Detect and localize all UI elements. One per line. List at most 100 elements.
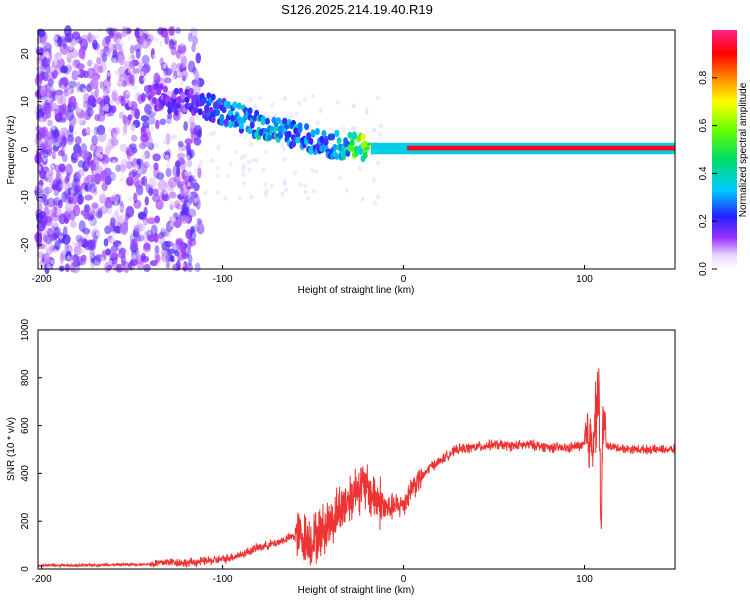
spectrogram-cell bbox=[186, 181, 191, 187]
spectrogram-cell bbox=[148, 177, 157, 189]
spectrogram-cell bbox=[117, 80, 122, 86]
spectrogram-cell bbox=[156, 262, 161, 268]
spectrogram-cell bbox=[57, 195, 62, 201]
spectrogram-cell bbox=[130, 258, 138, 267]
spectrogram-cell bbox=[140, 134, 149, 143]
spectrogram-cell bbox=[378, 123, 383, 129]
spectrogram-cell bbox=[129, 157, 134, 163]
spectrogram-cell bbox=[109, 100, 114, 106]
spectrogram-cell bbox=[152, 54, 157, 60]
spectrogram-cell bbox=[84, 194, 93, 201]
spectrogram-cell bbox=[95, 34, 100, 40]
spectrogram-cell bbox=[131, 124, 136, 130]
spectrogram-cell bbox=[215, 189, 220, 195]
spectrogram-cell bbox=[188, 115, 195, 126]
spectrogram-cell bbox=[260, 118, 266, 126]
spectrogram-cell bbox=[40, 243, 47, 250]
spectrogram-cell bbox=[107, 239, 112, 245]
spectrogram-cell bbox=[194, 168, 199, 174]
spectrogram-cell bbox=[134, 164, 139, 170]
spectrogram-cell bbox=[64, 184, 69, 190]
spectrogram-cell bbox=[168, 191, 177, 199]
spectrogram-cell bbox=[150, 34, 155, 40]
spectrogram-cell bbox=[195, 52, 202, 64]
spectrogram-cell bbox=[132, 68, 140, 75]
spectrogram-cell bbox=[187, 60, 196, 73]
spectrogram-y-tick-label: -10 bbox=[20, 190, 31, 205]
spectrogram-cell bbox=[84, 185, 89, 192]
spectrogram-y-tick-label: -20 bbox=[20, 237, 31, 252]
spectrogram-cell bbox=[42, 156, 47, 162]
spectrogram-cell bbox=[97, 207, 103, 218]
spectrogram-cell bbox=[303, 189, 308, 195]
spectrogram-cell bbox=[140, 71, 145, 77]
spectrogram-cell bbox=[182, 184, 187, 190]
spectrogram-cell bbox=[113, 27, 119, 36]
spectrogram-cell bbox=[57, 36, 63, 47]
spectrogram-cell bbox=[41, 138, 46, 144]
spectrogram-cell bbox=[340, 153, 346, 161]
spectrogram-cell bbox=[41, 57, 51, 68]
spectrogram-cell bbox=[95, 231, 100, 237]
spectrogram-y-axis-title: Frequency (Hz) bbox=[6, 116, 17, 185]
colorbar-ticks: 0.0 0.2 0.4 0.6 0.8 bbox=[698, 70, 717, 276]
spectrogram-cell bbox=[281, 146, 286, 152]
spectrogram-cell bbox=[294, 111, 299, 117]
spectrogram-cell bbox=[116, 72, 121, 78]
snr-y-tick-label: 600 bbox=[20, 417, 31, 434]
spectrogram-cell bbox=[177, 43, 187, 54]
spectrogram-cell bbox=[150, 126, 155, 132]
spectrogram-cell bbox=[310, 129, 316, 137]
spectrogram-cell bbox=[113, 132, 118, 138]
spectrogram-cell bbox=[336, 137, 342, 145]
spectrogram-cell bbox=[37, 29, 46, 38]
spectrogram-cell bbox=[145, 127, 150, 133]
spectrogram-cell bbox=[99, 81, 105, 90]
spectrogram-cell bbox=[372, 127, 377, 133]
spectrogram-cell bbox=[203, 190, 208, 196]
spectrogram-cell bbox=[112, 159, 117, 165]
spectrogram-cell bbox=[155, 119, 160, 130]
spectrogram-cell bbox=[91, 174, 98, 183]
spectrogram-cell bbox=[142, 231, 149, 243]
spectrogram-cell bbox=[141, 54, 150, 65]
spectrogram-cell bbox=[91, 135, 98, 146]
spectrogram-cell bbox=[247, 107, 253, 115]
spectrogram-cell bbox=[184, 170, 189, 176]
spectrogram-cell bbox=[66, 255, 71, 261]
spectrogram-cell bbox=[58, 163, 66, 173]
spectrogram-cell bbox=[170, 134, 175, 140]
spectrogram-cell bbox=[113, 126, 121, 135]
spectrogram-cell bbox=[159, 118, 167, 126]
spectrogram-cell bbox=[233, 149, 238, 155]
spectrogram-cell bbox=[282, 181, 287, 187]
spectrogram-cell bbox=[131, 265, 136, 271]
spectrogram-cell bbox=[352, 125, 357, 131]
spectrogram-cell bbox=[170, 62, 178, 73]
spectrogram-cell bbox=[103, 90, 108, 96]
spectrogram-cell bbox=[50, 259, 55, 265]
spectrogram-cell bbox=[54, 104, 59, 110]
spectrogram-cell bbox=[173, 175, 181, 183]
spectrogram-cell bbox=[153, 72, 161, 84]
spectrogram-cell bbox=[95, 210, 103, 219]
spectrogram-cell bbox=[108, 40, 113, 46]
spectrogram-cell bbox=[135, 72, 140, 78]
spectrogram-cell bbox=[210, 93, 216, 101]
spectrogram-cell bbox=[158, 83, 164, 91]
spectrogram-cell bbox=[165, 260, 170, 269]
spectrogram-cell bbox=[375, 194, 380, 200]
spectrogram-cell bbox=[180, 214, 189, 225]
spectrogram-cell bbox=[277, 132, 283, 140]
spectrogram-cell bbox=[192, 36, 199, 46]
spectrogram-cell bbox=[135, 91, 141, 102]
spectrogram-cell bbox=[46, 90, 53, 98]
spectrogram-cell bbox=[357, 165, 362, 171]
spectrogram-cell bbox=[106, 202, 113, 215]
spectrogram-cell bbox=[270, 183, 275, 189]
spectrogram-cell bbox=[358, 147, 364, 155]
figure-title: S126.2025.214.19.40.R19 bbox=[281, 2, 433, 17]
spectrogram-cell bbox=[321, 129, 327, 137]
spectrogram-cell bbox=[216, 144, 221, 150]
spectrogram-cell bbox=[113, 88, 118, 94]
